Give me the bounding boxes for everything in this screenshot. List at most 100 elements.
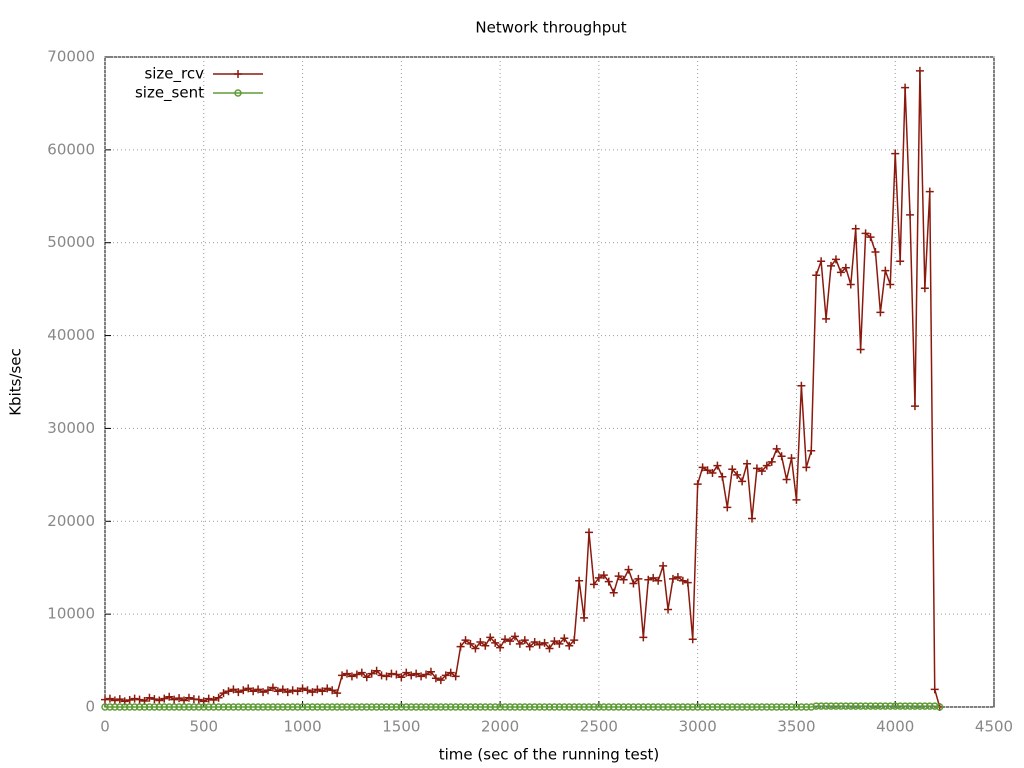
point xyxy=(856,345,865,354)
point xyxy=(422,670,431,679)
point xyxy=(362,673,371,682)
point xyxy=(214,703,223,711)
point xyxy=(308,703,317,711)
point xyxy=(382,672,391,681)
point xyxy=(115,695,124,704)
point xyxy=(234,688,243,697)
point xyxy=(184,693,193,702)
point xyxy=(605,703,613,711)
point xyxy=(920,284,929,293)
point xyxy=(930,702,939,710)
point xyxy=(363,703,371,711)
point xyxy=(219,689,228,698)
point xyxy=(481,641,490,650)
point xyxy=(871,248,880,256)
point xyxy=(333,689,342,698)
point xyxy=(476,703,485,711)
point xyxy=(101,703,109,711)
point xyxy=(426,667,435,676)
chart-title: Network throughput xyxy=(475,19,626,37)
y-tick-label: 30000 xyxy=(47,419,95,437)
point xyxy=(397,703,406,711)
point xyxy=(343,703,351,711)
point xyxy=(521,703,529,711)
point xyxy=(822,702,830,710)
point xyxy=(352,670,361,679)
point xyxy=(412,703,420,711)
point xyxy=(140,703,149,711)
point xyxy=(678,576,687,585)
point xyxy=(693,703,702,711)
point xyxy=(106,703,114,711)
point xyxy=(303,703,312,711)
point xyxy=(150,703,159,711)
point xyxy=(451,672,460,681)
point xyxy=(456,642,465,651)
point xyxy=(308,688,317,697)
point xyxy=(910,402,919,411)
point xyxy=(530,703,539,711)
point xyxy=(842,702,850,710)
point xyxy=(353,703,361,711)
point xyxy=(856,702,865,710)
point xyxy=(224,687,233,696)
point xyxy=(703,466,712,475)
point xyxy=(817,257,826,266)
point xyxy=(105,694,114,703)
plot-frame xyxy=(104,56,995,708)
y-tick-label: 20000 xyxy=(47,512,95,530)
point xyxy=(387,703,396,711)
point xyxy=(841,263,850,272)
point xyxy=(728,703,736,711)
point xyxy=(664,703,672,711)
point xyxy=(575,703,583,711)
legend-label: size_rcv xyxy=(144,65,204,84)
x-tick-label: 1000 xyxy=(283,718,321,736)
point xyxy=(165,703,173,711)
point xyxy=(268,683,277,692)
point xyxy=(145,693,154,702)
point xyxy=(925,187,934,196)
point xyxy=(881,702,890,710)
x-tick-label: 1500 xyxy=(382,718,420,736)
point xyxy=(407,703,415,711)
point xyxy=(782,703,791,711)
point xyxy=(590,703,598,711)
point xyxy=(797,381,806,390)
x-tick-label: 3500 xyxy=(777,718,815,736)
point xyxy=(431,674,440,683)
point xyxy=(116,703,124,711)
point xyxy=(229,703,238,711)
point xyxy=(684,703,692,711)
point xyxy=(293,687,302,696)
point xyxy=(693,480,702,489)
point xyxy=(338,671,347,680)
point xyxy=(782,475,791,484)
point xyxy=(896,257,905,266)
point xyxy=(728,465,737,474)
point xyxy=(155,696,164,705)
point xyxy=(787,454,796,463)
point xyxy=(367,669,376,678)
point xyxy=(249,703,257,711)
point xyxy=(303,686,312,695)
point xyxy=(753,703,761,711)
point xyxy=(461,636,470,645)
point xyxy=(372,666,381,675)
point xyxy=(827,261,836,270)
point xyxy=(708,703,717,711)
point xyxy=(442,703,450,711)
point xyxy=(466,639,475,648)
point xyxy=(234,703,243,711)
point xyxy=(273,687,282,696)
point xyxy=(436,676,445,685)
point xyxy=(259,703,267,711)
point xyxy=(585,528,594,537)
point xyxy=(876,702,885,710)
point xyxy=(600,703,608,711)
point xyxy=(713,703,722,711)
point xyxy=(589,580,598,589)
point xyxy=(718,703,727,711)
point xyxy=(827,702,835,710)
